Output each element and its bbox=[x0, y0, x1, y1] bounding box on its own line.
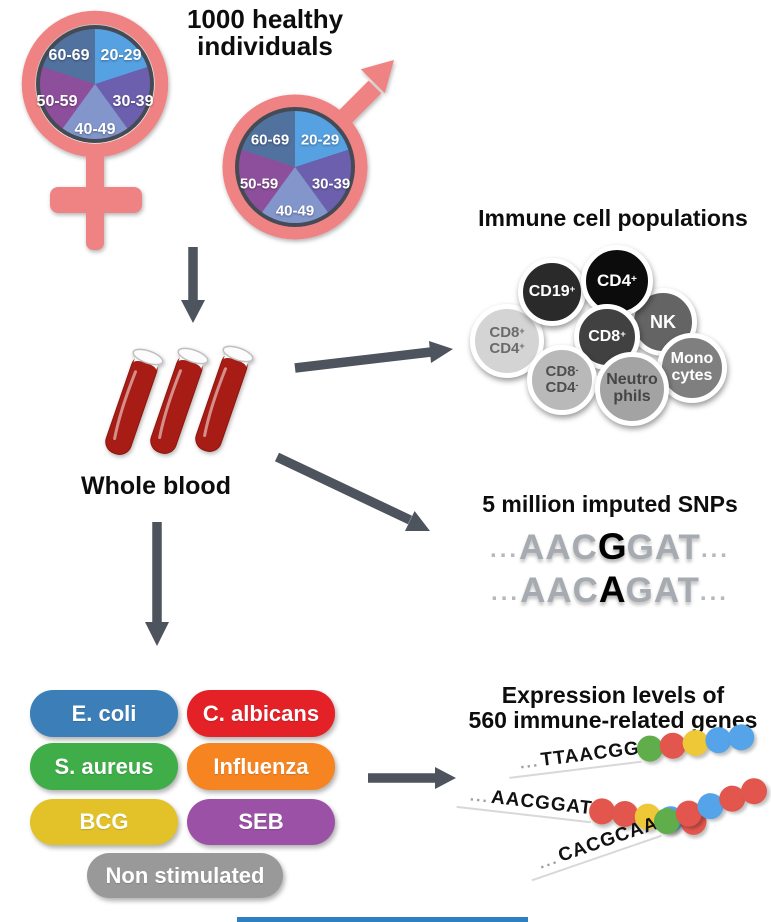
age-label: 60-69 bbox=[250, 131, 290, 149]
cohort-title: 1000 healthy individuals bbox=[150, 6, 380, 60]
female-age-pie: 20-29 30-39 40-49 50-59 60-69 bbox=[36, 25, 154, 143]
cell-circle-neutrophils: Neutro phils bbox=[595, 352, 669, 426]
blood-tubes bbox=[105, 345, 254, 455]
age-label: 40-49 bbox=[74, 121, 116, 138]
male-symbol-icon bbox=[222, 60, 394, 240]
cell-circle-cd19: CD19+ bbox=[518, 258, 586, 326]
cell-circle-cd8neg-cd4neg: CD8- CD4- bbox=[527, 345, 597, 415]
cohort-title-line1: 1000 healthy bbox=[186, 4, 344, 34]
tube-icon bbox=[195, 345, 254, 452]
cohort-title-line2: individuals bbox=[197, 31, 333, 61]
immune-cells-title: Immune cell populations bbox=[478, 205, 748, 231]
age-label: 50-59 bbox=[36, 93, 78, 110]
stimulus-pill-calbicans: C. albicans bbox=[187, 690, 335, 737]
stimulus-pill-influenza: Influenza bbox=[187, 743, 335, 790]
arrow-blood-to-snps bbox=[274, 452, 430, 531]
age-label: 20-29 bbox=[100, 47, 142, 64]
expression-title-line1: Expression levels of bbox=[501, 682, 725, 708]
stimulus-pill-ecoli: E. coli bbox=[30, 690, 178, 737]
stimulus-pill-saureus: S. aureus bbox=[30, 743, 178, 790]
age-label: 30-39 bbox=[112, 93, 154, 110]
gene-strand-3: ...CACGCAA bbox=[523, 774, 771, 882]
snp-sequence-2: ...AACAGAT... bbox=[491, 569, 729, 610]
arrow-blood-to-cells bbox=[294, 341, 453, 373]
expression-title-line2: 560 immune-related genes bbox=[468, 707, 758, 733]
snp-variant-allele: A bbox=[598, 569, 626, 610]
male-age-pie: 20-29 30-39 40-49 50-59 60-69 bbox=[235, 107, 355, 227]
expression-dot bbox=[726, 722, 756, 752]
whole-blood-label: Whole blood bbox=[81, 472, 231, 500]
arrow-stimuli-to-expression bbox=[368, 767, 456, 789]
expression-title: Expression levels of 560 immune-related … bbox=[448, 683, 771, 733]
bottom-blue-bar bbox=[237, 917, 528, 922]
stimulus-pill-bcg: BCG bbox=[30, 799, 178, 845]
tube-icon bbox=[105, 348, 164, 455]
age-label: 40-49 bbox=[275, 202, 315, 220]
snp-variant-allele: G bbox=[597, 526, 627, 567]
age-label: 30-39 bbox=[311, 175, 351, 193]
age-label: 60-69 bbox=[48, 47, 90, 64]
age-label: 50-59 bbox=[239, 175, 279, 193]
age-label: 20-29 bbox=[300, 131, 340, 149]
stimulus-pill-nonstimulated: Non stimulated bbox=[87, 853, 283, 898]
snps-title: 5 million imputed SNPs bbox=[482, 491, 738, 517]
snp-sequence-1: ...AACGGAT... bbox=[490, 526, 730, 567]
stimulus-pill-seb: SEB bbox=[187, 799, 335, 845]
tube-icon bbox=[150, 347, 209, 454]
arrow-blood-to-stimuli bbox=[145, 522, 169, 646]
female-symbol-icon bbox=[21, 10, 169, 250]
arrow-symbols-to-blood bbox=[181, 247, 205, 323]
